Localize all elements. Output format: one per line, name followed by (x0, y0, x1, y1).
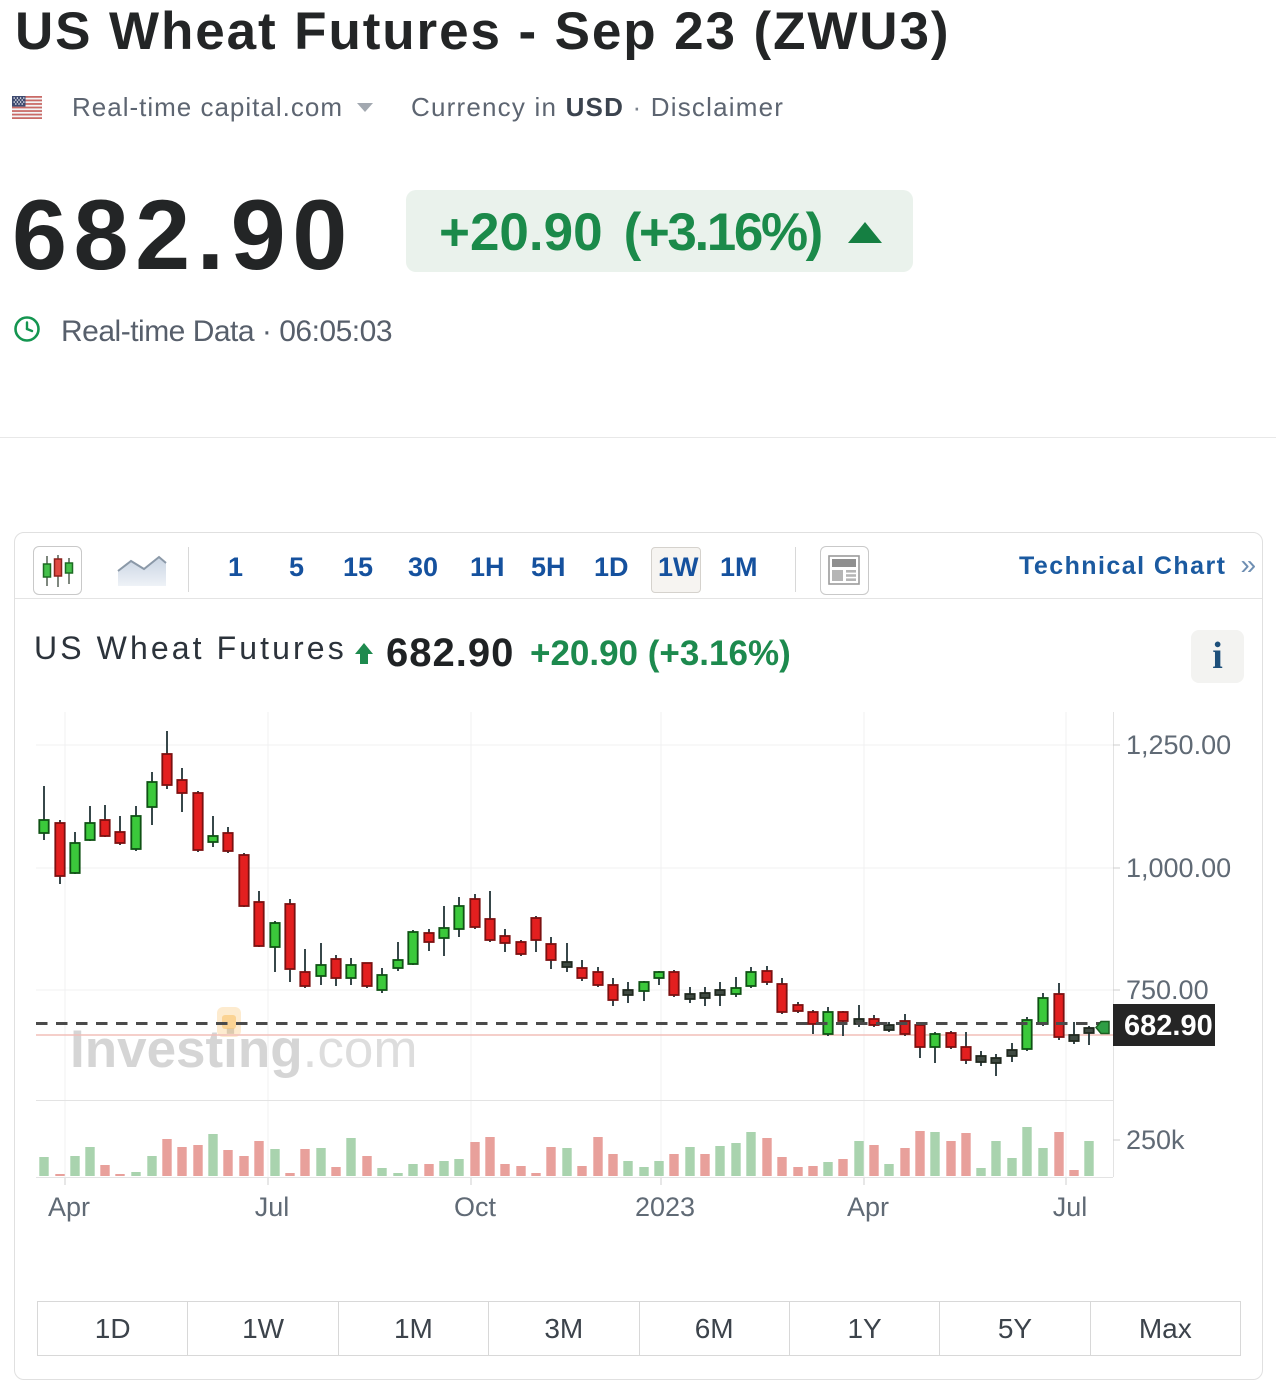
svg-text:750.00: 750.00 (1126, 975, 1209, 1005)
svg-text:2023: 2023 (635, 1192, 695, 1222)
svg-text:250k: 250k (1126, 1125, 1185, 1155)
svg-text:Jul: Jul (1053, 1192, 1088, 1222)
svg-text:1,000.00: 1,000.00 (1126, 853, 1231, 883)
svg-text:Oct: Oct (454, 1192, 497, 1222)
svg-text:Jul: Jul (255, 1192, 290, 1222)
svg-text:682.90: 682.90 (1124, 1010, 1213, 1042)
svg-text:Investing.com: Investing.com (70, 1020, 418, 1079)
svg-text:Apr: Apr (847, 1192, 889, 1222)
svg-text:1,250.00: 1,250.00 (1126, 730, 1231, 760)
svg-text:Apr: Apr (48, 1192, 90, 1222)
